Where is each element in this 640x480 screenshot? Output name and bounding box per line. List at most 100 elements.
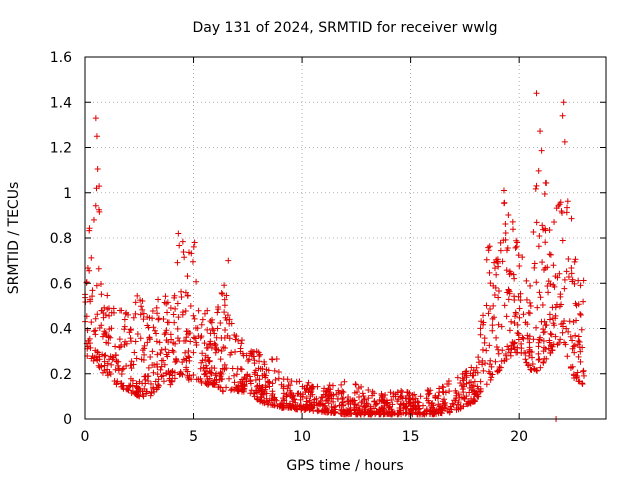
data-point [495,350,502,357]
data-point [466,389,473,396]
data-point [339,388,346,395]
data-point [258,397,265,404]
data-point [116,336,123,343]
data-point [101,358,108,365]
data-point [140,316,147,323]
data-point [502,221,509,228]
data-point [563,325,570,332]
data-point [269,388,276,395]
data-point [228,386,235,393]
data-point [538,147,545,154]
data-point [221,302,228,309]
data-point [569,337,576,344]
data-point [460,403,467,410]
data-point [208,370,215,377]
data-point [311,396,318,403]
data-point [339,399,346,406]
data-point [84,264,91,271]
data-point [504,245,511,252]
data-point [402,410,409,417]
data-point [478,318,485,325]
data-point [534,304,541,311]
data-point [94,357,101,364]
data-point [101,352,108,359]
data-point [499,258,506,265]
data-point [545,289,552,296]
data-point [256,351,263,358]
data-point [414,403,421,410]
data-point [218,348,225,355]
data-point [127,335,134,342]
data-point [351,397,358,404]
data-point [150,324,157,331]
data-point [473,391,480,398]
data-point [210,327,217,334]
data-point [240,385,247,392]
data-point [283,393,290,400]
data-point [108,361,115,368]
data-point [561,138,568,145]
data-point [118,370,125,377]
data-point [182,289,189,296]
data-point [369,392,376,399]
data-point [132,310,139,317]
data-point [134,292,141,299]
data-point [455,406,462,413]
data-point [321,402,328,409]
data-point [270,395,277,402]
data-point [477,378,484,385]
data-point [319,394,326,401]
data-point [486,243,493,250]
data-point [521,349,528,356]
data-point [495,294,502,301]
data-point [280,383,287,390]
data-point [498,323,505,330]
data-point [89,287,96,294]
data-point [533,90,540,97]
data-point [474,369,481,376]
data-point [198,333,205,340]
data-point [112,343,119,350]
data-point [269,356,276,363]
data-point [253,383,260,390]
data-point [133,355,140,362]
data-point [123,386,130,393]
data-point [202,352,209,359]
data-point [231,331,238,338]
data-point [524,362,531,369]
data-point [96,353,103,360]
data-point [487,280,494,287]
data-point [211,340,218,347]
data-point [113,380,120,387]
data-point [129,387,136,394]
data-point [344,410,351,417]
data-point [92,315,99,322]
data-point [555,202,562,209]
data-point [516,314,523,321]
data-point [175,314,182,321]
data-point [460,383,467,390]
data-point [112,366,119,373]
data-point [92,347,99,354]
data-point [212,342,219,349]
data-point [271,367,278,374]
data-point [537,128,544,135]
data-point [215,384,222,391]
data-point [154,371,161,378]
data-point [387,410,394,417]
data-point [470,367,477,374]
data-point [118,307,125,314]
data-point [527,302,534,309]
data-point [303,398,310,405]
data-point [215,304,222,311]
data-point [157,350,164,357]
data-point [92,331,99,338]
data-point [308,388,315,395]
data-point [485,368,492,375]
data-point [503,267,510,274]
data-point [134,330,141,337]
data-point [161,299,168,306]
data-point [519,254,526,261]
data-point [277,402,284,409]
data-point [221,296,228,303]
